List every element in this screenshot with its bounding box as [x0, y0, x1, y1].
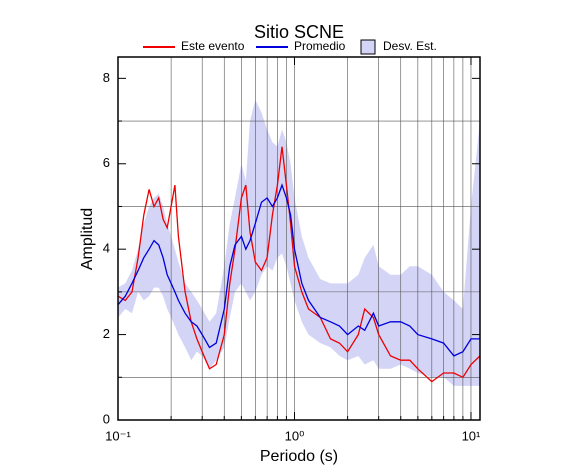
x-axis-label: Periodo (s): [260, 448, 338, 465]
x-tick-label: 10⁰: [285, 428, 305, 443]
chart-title: Sitio SCNE: [254, 22, 344, 42]
y-axis-label: Amplitud: [79, 208, 96, 270]
y-tick-label: 2: [103, 326, 110, 341]
data-line: [117, 146, 481, 383]
y-tick-label: 0: [103, 411, 110, 426]
legend-label: Este evento: [181, 39, 245, 53]
data-line: [117, 183, 480, 357]
y-tick-label: 6: [103, 155, 110, 170]
plot-frame: [117, 56, 481, 421]
std-band: [118, 99, 480, 386]
x-tick-label: 10¹: [462, 428, 481, 443]
y-tick-label: 4: [103, 241, 110, 256]
x-tick-label: 10⁻¹: [105, 428, 131, 443]
y-tick-label: 8: [103, 70, 110, 85]
legend-label: Desv. Est.: [383, 39, 437, 53]
legend-swatch: [360, 39, 376, 55]
legend-label: Promedio: [294, 39, 346, 53]
